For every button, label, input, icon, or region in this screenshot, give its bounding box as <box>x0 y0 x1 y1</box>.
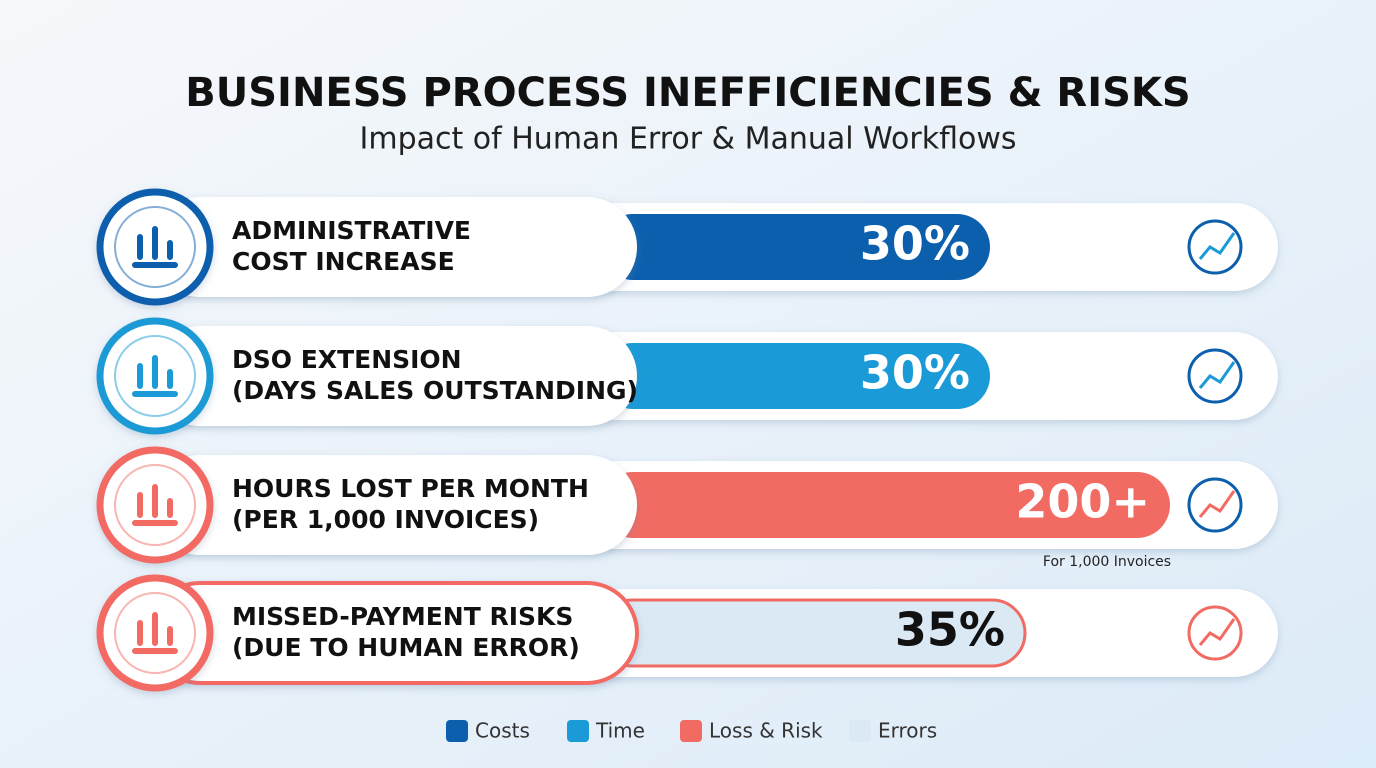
note: For 1,000 Invoices <box>1043 554 1171 570</box>
row: MISSED-PAYMENT RISKS(DUE TO HUMAN ERROR)… <box>96 574 1278 692</box>
row-value: 35% <box>895 603 1005 657</box>
right-icon-detail <box>1198 490 1236 518</box>
label-pill <box>150 197 637 297</box>
row: DSO EXTENSION(DAYS SALES OUTSTANDING) 30% <box>96 317 1278 435</box>
bar <box>600 343 990 409</box>
right-icon <box>1187 605 1243 661</box>
row-label: ADMINISTRATIVE <box>232 216 471 245</box>
row-label: MISSED-PAYMENT RISKS <box>232 602 573 631</box>
right-icon <box>1187 477 1243 533</box>
legend-swatch <box>446 720 468 742</box>
row-value: 30% <box>860 346 970 400</box>
icon <box>132 226 178 268</box>
bar <box>600 472 1170 538</box>
icon <box>132 484 178 526</box>
icon-inner <box>114 592 196 674</box>
legend-label: Time <box>595 719 645 743</box>
right-icon <box>1187 219 1243 275</box>
label-pill <box>150 455 637 555</box>
title: BUSINESS PROCESS INEFFICIENCIES & RISKS <box>185 70 1190 116</box>
legend: Costs Time Loss & Risk Errors <box>446 719 937 743</box>
row-label: (DUE TO HUMAN ERROR) <box>232 633 580 662</box>
subtitle: Impact of Human Error & Manual Workflows <box>360 122 1017 157</box>
row-label: COST INCREASE <box>232 247 455 276</box>
legend-label: Costs <box>475 719 530 743</box>
icon <box>132 355 178 397</box>
label-pill <box>150 326 637 426</box>
row-label: DSO EXTENSION <box>232 345 462 374</box>
icon-inner <box>114 464 196 546</box>
row-label: (DAYS SALES OUTSTANDING) <box>232 376 638 405</box>
row-value: 30% <box>860 217 970 271</box>
icon <box>132 612 178 654</box>
bar <box>600 214 990 280</box>
right-icon <box>1187 348 1243 404</box>
legend-swatch <box>849 720 871 742</box>
row-value: 200+ <box>1015 475 1150 529</box>
row-label: HOURS LOST PER MONTH <box>232 474 589 503</box>
legend-label: Loss & Risk <box>709 719 823 743</box>
legend-swatch <box>680 720 702 742</box>
row: HOURS LOST PER MONTH(PER 1,000 INVOICES)… <box>96 446 1278 564</box>
right-icon-detail <box>1198 618 1236 646</box>
legend-swatch <box>567 720 589 742</box>
icon-inner <box>114 206 196 288</box>
icon-inner <box>114 335 196 417</box>
right-icon-detail <box>1198 232 1236 260</box>
right-icon-detail <box>1198 361 1236 389</box>
row-label: (PER 1,000 INVOICES) <box>232 505 539 534</box>
legend-label: Errors <box>878 719 937 743</box>
